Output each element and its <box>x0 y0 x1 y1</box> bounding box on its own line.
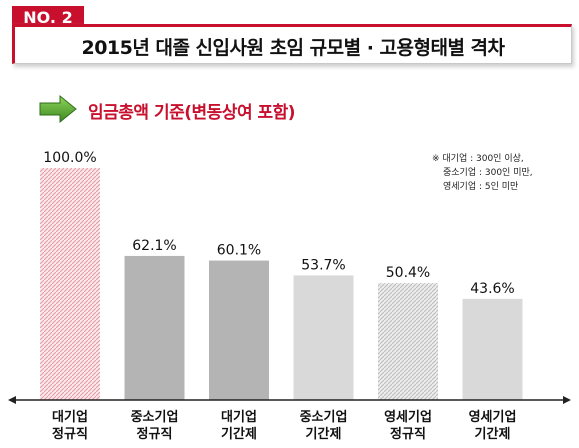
category-label-line: 대기업 <box>221 410 257 425</box>
bar <box>462 298 523 400</box>
arrow-right-icon <box>39 94 77 124</box>
bar <box>124 255 185 400</box>
category-label-line: 기간제 <box>221 427 257 442</box>
footnote-line: ※ 대기업 : 300인 이상, <box>432 154 524 164</box>
x-axis <box>8 396 571 404</box>
bar <box>40 168 100 400</box>
value-label: 50.4% <box>386 265 430 281</box>
category-label-line: 영세기업 <box>468 410 517 425</box>
category-label-line: 대기업 <box>52 410 88 425</box>
axis-arrow-left-icon <box>8 396 16 404</box>
title-box: 2015년 대졸 신입사원 초임 규모별 · 고용형태별 격차 <box>12 24 572 64</box>
value-label: 43.6% <box>470 281 514 297</box>
subtitle: 임금총액 기준(변동상여 포함) <box>88 103 296 123</box>
bars-group <box>40 168 523 400</box>
category-label-line: 정규직 <box>390 427 426 442</box>
axis-arrow-right-icon <box>563 396 571 404</box>
category-label-line: 중소기업 <box>299 410 348 425</box>
footnote-line: 영세기업 : 5인 미만 <box>443 182 519 192</box>
category-label-line: 기간제 <box>305 427 342 442</box>
value-label: 60.1% <box>217 243 261 259</box>
footnote-line: 중소기업 : 300인 미만, <box>443 168 533 178</box>
bar <box>209 260 269 400</box>
category-label-line: 정규직 <box>136 427 173 442</box>
value-label: 62.1% <box>132 238 176 254</box>
page-title: 2015년 대졸 신입사원 초임 규모별 · 고용형태별 격차 <box>81 37 505 59</box>
category-label-line: 중소기업 <box>130 410 179 425</box>
value-label: 53.7% <box>301 257 345 273</box>
footnote: ※ 대기업 : 300인 이상, 중소기업 : 300인 미만, 영세기업 : … <box>432 152 533 194</box>
category-label-line: 영세기업 <box>384 410 432 425</box>
bar <box>293 275 354 400</box>
category-label-line: 정규직 <box>52 427 88 442</box>
bar <box>378 283 438 400</box>
value-label: 100.0% <box>43 150 96 166</box>
header: NO. 2 2015년 대졸 신입사원 초임 규모별 · 고용형태별 격차 <box>0 0 579 70</box>
value-labels-group: 100.0% 62.1% 60.1% 53.7% 50.4% 43.6% <box>43 150 514 297</box>
category-label-line: 기간제 <box>474 427 511 442</box>
